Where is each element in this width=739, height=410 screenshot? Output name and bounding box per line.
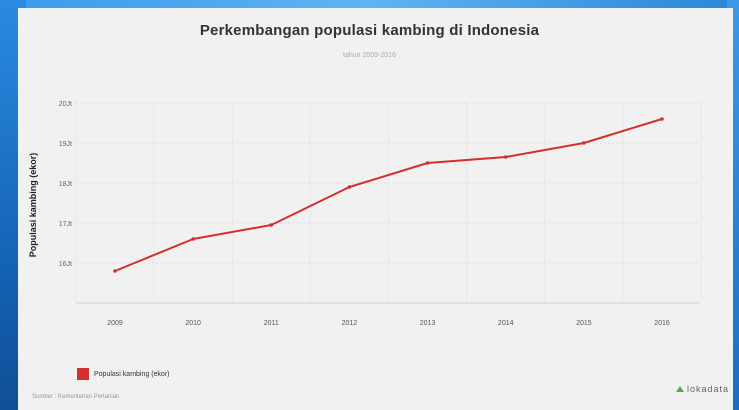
y-tick-label: 17Jt	[59, 221, 72, 228]
x-tick-label: 2013	[420, 320, 436, 327]
legend: Populasi kambing (ekor)	[77, 368, 169, 380]
legend-swatch	[77, 368, 89, 380]
x-tick-label: 2009	[107, 320, 123, 327]
x-tick-label: 2011	[264, 320, 279, 327]
chart-card	[18, 8, 733, 410]
data-point	[191, 237, 195, 241]
background-top-stripe	[0, 0, 739, 10]
brand-logo: lokadata	[675, 384, 729, 394]
data-point	[660, 117, 664, 121]
y-tick-label: 20Jt	[59, 101, 72, 108]
data-point	[347, 185, 352, 189]
legend-label: Populasi kambing (ekor)	[94, 370, 170, 378]
data-point	[113, 269, 117, 273]
y-tick-label: 18Jt	[59, 181, 72, 188]
data-point	[269, 223, 274, 227]
source-note: Sumber : Kementerian Pertanian	[32, 394, 120, 400]
y-tick-label: 16Jt	[59, 261, 72, 268]
brand-name: lokadata	[686, 384, 729, 394]
series-line	[114, 118, 663, 272]
x-tick-label: 2014	[498, 320, 514, 327]
y-tick-label: 19Jt	[59, 141, 72, 148]
x-tick-label: 2010	[185, 320, 201, 327]
data-point	[425, 161, 430, 165]
x-tick-label: 2012	[342, 320, 358, 327]
chart-subtitle: tahun 2009-2016	[343, 52, 396, 59]
data-point	[582, 141, 586, 145]
chart-title: Perkembangan populasi kambing di Indones…	[199, 22, 540, 39]
brand-mark-icon	[675, 386, 684, 392]
x-tick-label: 2016	[654, 320, 670, 327]
x-tick-label: 2015	[576, 320, 592, 327]
data-point	[503, 155, 508, 159]
